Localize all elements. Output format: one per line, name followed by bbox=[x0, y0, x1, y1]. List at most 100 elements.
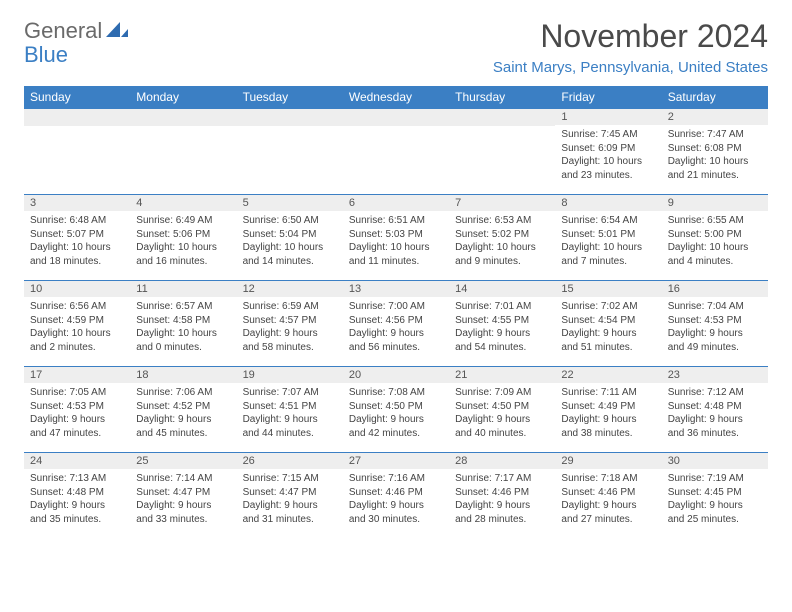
daylight-text-2: and 45 minutes. bbox=[136, 427, 230, 441]
day-cell: 12Sunrise: 6:59 AMSunset: 4:57 PMDayligh… bbox=[237, 281, 343, 367]
sunrise-text: Sunrise: 6:51 AM bbox=[349, 214, 443, 228]
day-cell bbox=[449, 109, 555, 195]
day-details: Sunrise: 6:55 AMSunset: 5:00 PMDaylight:… bbox=[662, 211, 768, 271]
sunset-text: Sunset: 6:08 PM bbox=[668, 142, 762, 156]
sunset-text: Sunset: 4:46 PM bbox=[455, 486, 549, 500]
day-details: Sunrise: 6:50 AMSunset: 5:04 PMDaylight:… bbox=[237, 211, 343, 271]
sunrise-text: Sunrise: 7:11 AM bbox=[561, 386, 655, 400]
sunrise-text: Sunrise: 6:48 AM bbox=[30, 214, 124, 228]
week-row: 1Sunrise: 7:45 AMSunset: 6:09 PMDaylight… bbox=[24, 109, 768, 195]
daylight-text-2: and 23 minutes. bbox=[561, 169, 655, 183]
day-cell: 25Sunrise: 7:14 AMSunset: 4:47 PMDayligh… bbox=[130, 453, 236, 539]
weekday-thursday: Thursday bbox=[449, 86, 555, 109]
day-cell: 30Sunrise: 7:19 AMSunset: 4:45 PMDayligh… bbox=[662, 453, 768, 539]
day-number: 8 bbox=[555, 195, 661, 211]
month-title: November 2024 bbox=[493, 18, 768, 55]
day-number: 24 bbox=[24, 453, 130, 469]
sunset-text: Sunset: 4:53 PM bbox=[668, 314, 762, 328]
daylight-text-2: and 16 minutes. bbox=[136, 255, 230, 269]
day-details: Sunrise: 7:14 AMSunset: 4:47 PMDaylight:… bbox=[130, 469, 236, 529]
sunset-text: Sunset: 4:50 PM bbox=[349, 400, 443, 414]
sunrise-text: Sunrise: 7:08 AM bbox=[349, 386, 443, 400]
daylight-text-2: and 56 minutes. bbox=[349, 341, 443, 355]
day-number: 25 bbox=[130, 453, 236, 469]
daylight-text-1: Daylight: 10 hours bbox=[136, 327, 230, 341]
day-number: 17 bbox=[24, 367, 130, 383]
week-row: 3Sunrise: 6:48 AMSunset: 5:07 PMDaylight… bbox=[24, 195, 768, 281]
day-details: Sunrise: 6:56 AMSunset: 4:59 PMDaylight:… bbox=[24, 297, 130, 357]
sunrise-text: Sunrise: 7:06 AM bbox=[136, 386, 230, 400]
sunrise-text: Sunrise: 7:13 AM bbox=[30, 472, 124, 486]
day-number: 5 bbox=[237, 195, 343, 211]
sunrise-text: Sunrise: 7:45 AM bbox=[561, 128, 655, 142]
day-details: Sunrise: 6:54 AMSunset: 5:01 PMDaylight:… bbox=[555, 211, 661, 271]
day-number: 13 bbox=[343, 281, 449, 297]
day-cell: 14Sunrise: 7:01 AMSunset: 4:55 PMDayligh… bbox=[449, 281, 555, 367]
daylight-text-2: and 14 minutes. bbox=[243, 255, 337, 269]
weekday-tuesday: Tuesday bbox=[237, 86, 343, 109]
sunrise-text: Sunrise: 7:15 AM bbox=[243, 472, 337, 486]
daylight-text-2: and 28 minutes. bbox=[455, 513, 549, 527]
daylight-text-2: and 25 minutes. bbox=[668, 513, 762, 527]
sunset-text: Sunset: 5:06 PM bbox=[136, 228, 230, 242]
day-cell: 26Sunrise: 7:15 AMSunset: 4:47 PMDayligh… bbox=[237, 453, 343, 539]
week-row: 10Sunrise: 6:56 AMSunset: 4:59 PMDayligh… bbox=[24, 281, 768, 367]
day-number: 14 bbox=[449, 281, 555, 297]
day-number: 20 bbox=[343, 367, 449, 383]
logo: General bbox=[24, 18, 130, 44]
sunset-text: Sunset: 4:49 PM bbox=[561, 400, 655, 414]
daylight-text-2: and 35 minutes. bbox=[30, 513, 124, 527]
sunset-text: Sunset: 4:51 PM bbox=[243, 400, 337, 414]
daylight-text-1: Daylight: 10 hours bbox=[30, 327, 124, 341]
daylight-text-2: and 51 minutes. bbox=[561, 341, 655, 355]
daylight-text-2: and 7 minutes. bbox=[561, 255, 655, 269]
day-cell: 18Sunrise: 7:06 AMSunset: 4:52 PMDayligh… bbox=[130, 367, 236, 453]
sunset-text: Sunset: 4:59 PM bbox=[30, 314, 124, 328]
sunset-text: Sunset: 5:02 PM bbox=[455, 228, 549, 242]
day-cell bbox=[130, 109, 236, 195]
daylight-text-1: Daylight: 10 hours bbox=[243, 241, 337, 255]
day-number: 23 bbox=[662, 367, 768, 383]
location-text: Saint Marys, Pennsylvania, United States bbox=[493, 59, 768, 76]
day-number: 27 bbox=[343, 453, 449, 469]
sunrise-text: Sunrise: 7:09 AM bbox=[455, 386, 549, 400]
daylight-text-2: and 0 minutes. bbox=[136, 341, 230, 355]
daylight-text-1: Daylight: 10 hours bbox=[561, 241, 655, 255]
day-number: 28 bbox=[449, 453, 555, 469]
weekday-header-row: Sunday Monday Tuesday Wednesday Thursday… bbox=[24, 86, 768, 109]
sunset-text: Sunset: 5:03 PM bbox=[349, 228, 443, 242]
day-number: 29 bbox=[555, 453, 661, 469]
day-details: Sunrise: 7:01 AMSunset: 4:55 PMDaylight:… bbox=[449, 297, 555, 357]
sunrise-text: Sunrise: 6:55 AM bbox=[668, 214, 762, 228]
day-cell: 19Sunrise: 7:07 AMSunset: 4:51 PMDayligh… bbox=[237, 367, 343, 453]
day-cell: 4Sunrise: 6:49 AMSunset: 5:06 PMDaylight… bbox=[130, 195, 236, 281]
day-number: 10 bbox=[24, 281, 130, 297]
day-number: 2 bbox=[662, 109, 768, 125]
daylight-text-1: Daylight: 9 hours bbox=[668, 413, 762, 427]
daylight-text-1: Daylight: 9 hours bbox=[30, 499, 124, 513]
day-details: Sunrise: 7:47 AMSunset: 6:08 PMDaylight:… bbox=[662, 125, 768, 185]
sunrise-text: Sunrise: 7:14 AM bbox=[136, 472, 230, 486]
sunset-text: Sunset: 4:56 PM bbox=[349, 314, 443, 328]
day-details: Sunrise: 7:45 AMSunset: 6:09 PMDaylight:… bbox=[555, 125, 661, 185]
day-details: Sunrise: 7:06 AMSunset: 4:52 PMDaylight:… bbox=[130, 383, 236, 443]
sunset-text: Sunset: 4:47 PM bbox=[243, 486, 337, 500]
day-number: 22 bbox=[555, 367, 661, 383]
day-cell: 6Sunrise: 6:51 AMSunset: 5:03 PMDaylight… bbox=[343, 195, 449, 281]
daylight-text-1: Daylight: 10 hours bbox=[561, 155, 655, 169]
daylight-text-2: and 47 minutes. bbox=[30, 427, 124, 441]
header: General November 2024 Saint Marys, Penns… bbox=[24, 18, 768, 76]
sunset-text: Sunset: 4:54 PM bbox=[561, 314, 655, 328]
daylight-text-1: Daylight: 9 hours bbox=[136, 413, 230, 427]
day-cell: 2Sunrise: 7:47 AMSunset: 6:08 PMDaylight… bbox=[662, 109, 768, 195]
logo-sail-icon bbox=[106, 18, 128, 44]
sunset-text: Sunset: 5:00 PM bbox=[668, 228, 762, 242]
daylight-text-1: Daylight: 9 hours bbox=[561, 499, 655, 513]
day-number: 9 bbox=[662, 195, 768, 211]
day-cell: 21Sunrise: 7:09 AMSunset: 4:50 PMDayligh… bbox=[449, 367, 555, 453]
sunrise-text: Sunrise: 7:07 AM bbox=[243, 386, 337, 400]
sunset-text: Sunset: 5:01 PM bbox=[561, 228, 655, 242]
sunrise-text: Sunrise: 6:59 AM bbox=[243, 300, 337, 314]
daylight-text-1: Daylight: 9 hours bbox=[30, 413, 124, 427]
day-cell: 13Sunrise: 7:00 AMSunset: 4:56 PMDayligh… bbox=[343, 281, 449, 367]
